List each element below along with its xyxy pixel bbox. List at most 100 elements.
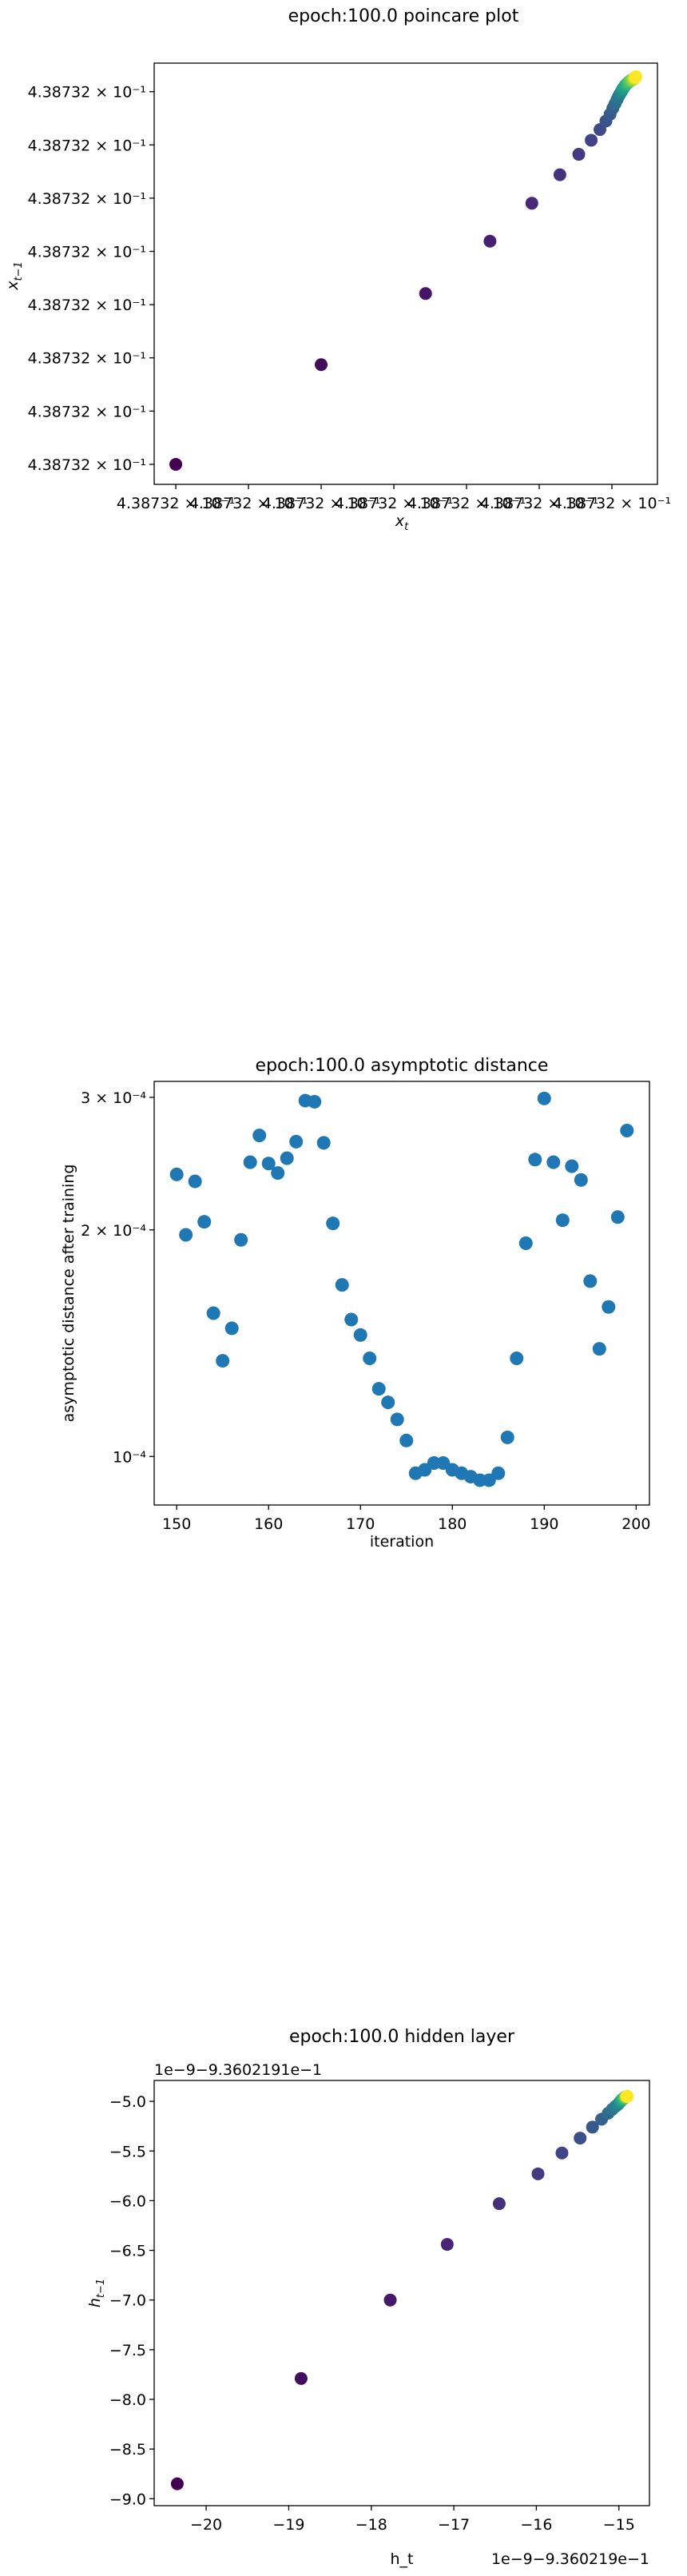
data-point (243, 1155, 257, 1169)
x-tick-label: 200 (621, 1515, 650, 1533)
x-tick-label: 4.38732 × 10⁻¹ (117, 495, 235, 512)
chart-title: epoch:100.0 asymptotic distance (256, 1056, 549, 1076)
x-tick-label: 160 (254, 1515, 283, 1533)
x-axis-label: iteration (370, 1533, 434, 1551)
data-point (574, 1173, 588, 1187)
plot-area-frame (153, 62, 658, 485)
y-tick-label: −5.0 (109, 2093, 146, 2111)
plot-area-frame (153, 2080, 650, 2506)
data-point (500, 1430, 514, 1444)
x-tick-label: 190 (530, 1515, 558, 1533)
data-point (188, 1174, 202, 1188)
data-point (525, 197, 538, 210)
y-axis-ticks: −9.0 −8.5 −8.0 −7.5 −7.0 −6.5 −6.0 −5.5 −5.0 (109, 2093, 154, 2508)
y-tick-label: 4.38732 × 10⁻¹ (28, 137, 146, 154)
data-point (440, 2238, 454, 2252)
y-tick-label: −8.5 (109, 2441, 146, 2459)
data-point (216, 1354, 230, 1368)
data-point (518, 1236, 533, 1250)
data-point (592, 1342, 606, 1356)
x-tick-label: 180 (438, 1515, 467, 1533)
x-tick-label: 4.38732 × 10⁻¹ (335, 495, 453, 512)
x-tick-label: −19 (272, 2516, 304, 2534)
data-point (620, 1124, 634, 1138)
x-tick-label: 4.38732 × 10⁻¹ (189, 495, 308, 512)
data-point (586, 2120, 599, 2134)
data-point (565, 1159, 579, 1173)
y-tick-label: −8.0 (109, 2391, 146, 2409)
data-point (169, 1167, 184, 1181)
x-tick-label: 4.38732 × 10⁻¹ (407, 495, 526, 512)
data-point (399, 1433, 414, 1447)
y-tick-label: −6.0 (109, 2192, 146, 2210)
data-point (491, 1466, 506, 1480)
hidden-layer-chart: epoch:100.0 hidden layer 1e−9−9.3602191e… (86, 2027, 650, 2568)
x-tick-label: −17 (438, 2516, 470, 2534)
x-axis-ticks: 4.38732 × 10⁻¹4.38732 × 10⁻¹4.38732 × 10… (117, 484, 671, 512)
y-offset-text: 1e−9−9.3602191e−1 (154, 2061, 322, 2079)
data-point (344, 1312, 359, 1327)
data-point (583, 1274, 598, 1288)
data-point (483, 234, 497, 248)
data-point (335, 1278, 349, 1292)
data-point (531, 2167, 545, 2180)
data-point (371, 1382, 386, 1396)
data-point (234, 1232, 248, 1247)
data-point (621, 2089, 634, 2103)
y-tick-label: 4.38732 × 10⁻¹ (28, 350, 146, 368)
data-point (602, 1300, 616, 1314)
data-point (555, 2146, 569, 2160)
data-point (390, 1412, 404, 1427)
data-point (482, 1473, 496, 1487)
data-point (363, 1352, 377, 1366)
x-tick-label: −20 (190, 2516, 222, 2534)
x-tick-label: 4.38732 × 10⁻¹ (262, 495, 380, 512)
y-tick-label: −7.0 (109, 2292, 146, 2310)
y-tick-label: −5.5 (109, 2143, 146, 2160)
data-point (528, 1153, 542, 1167)
poincare-plot-chart: epoch:100.0 poincare plot 4.38732 × 10⁻¹… (4, 6, 671, 533)
data-point (289, 1134, 304, 1149)
data-point (326, 1216, 340, 1231)
data-points (169, 1091, 634, 1487)
chart-title: epoch:100.0 poincare plot (288, 6, 519, 26)
data-point (294, 2371, 308, 2385)
data-point (574, 2132, 587, 2145)
y-tick-label: 2 × 10⁻⁴ (81, 1222, 146, 1240)
data-point (419, 287, 432, 301)
data-point (308, 1094, 322, 1109)
data-point (224, 1321, 239, 1336)
y-tick-label: 4.38732 × 10⁻¹ (28, 84, 146, 102)
asymptotic-distance-chart: epoch:100.0 asymptotic distance 150 160 17… (60, 1056, 650, 1551)
data-point (316, 1136, 331, 1150)
data-point (555, 1213, 570, 1228)
data-point (610, 1210, 625, 1224)
data-point (629, 70, 642, 84)
y-tick-label: 10⁻⁴ (113, 1448, 146, 1466)
data-point (585, 133, 598, 147)
plot-area-frame (153, 1081, 650, 1506)
data-points (170, 2089, 634, 2490)
x-tick-label: −18 (355, 2516, 387, 2534)
x-tick-label: 170 (346, 1515, 375, 1533)
data-point (197, 1215, 212, 1229)
x-axis-label: xt (395, 512, 409, 533)
y-tick-label: 4.38732 × 10⁻¹ (28, 403, 146, 420)
y-tick-label: −9.0 (109, 2490, 146, 2508)
y-axis-ticks: 10⁻⁴ 2 × 10⁻⁴ 3 × 10⁻⁴ (81, 1089, 154, 1466)
data-point (572, 148, 586, 161)
x-tick-label: 4.38732 × 10⁻¹ (480, 495, 598, 512)
data-point (492, 2197, 506, 2211)
x-tick-label: −15 (603, 2516, 635, 2534)
x-axis-ticks: −20 −19 −18 −17 −16 −15 (190, 2506, 635, 2534)
y-axis-ticks: 4.38732 × 10⁻¹ 4.38732 × 10⁻¹ 4.38732 × 10… (28, 84, 154, 474)
x-axis-ticks: 150 160 170 180 190 200 (162, 1505, 650, 1533)
x-offset-text: 1e−9−9.360219e−1 (491, 2550, 649, 2568)
x-tick-label: 4.38732 × 10⁻¹ (553, 495, 671, 512)
y-tick-label: 4.38732 × 10⁻¹ (28, 297, 146, 314)
data-point (537, 1091, 551, 1105)
y-tick-label: 4.38732 × 10⁻¹ (28, 456, 146, 474)
x-axis-label: h_t (391, 2550, 414, 2568)
data-point (353, 1328, 367, 1342)
data-points (169, 70, 642, 471)
